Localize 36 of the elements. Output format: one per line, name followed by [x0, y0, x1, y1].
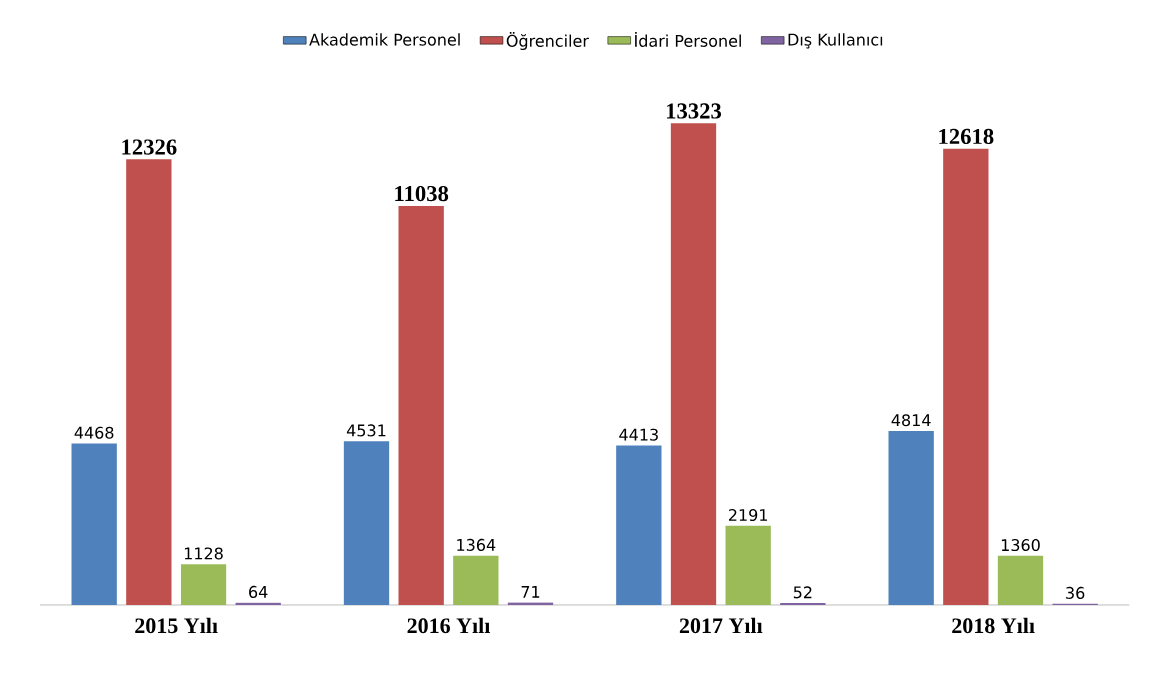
- data-label: 2191: [728, 508, 768, 522]
- legend-label: Öğrenciler: [506, 32, 589, 51]
- bar: [398, 205, 444, 605]
- bar: [343, 441, 390, 605]
- bar: [616, 445, 662, 605]
- bar: [670, 123, 717, 605]
- data-label: 4814: [891, 414, 931, 427]
- data-label: 64: [249, 585, 268, 598]
- legend-label: Akademik Personel: [309, 33, 460, 46]
- bar: [997, 555, 1044, 605]
- data-label: 13323: [666, 103, 722, 119]
- legend-label: İdari Personel: [635, 32, 741, 47]
- data-label: 12326: [122, 139, 177, 155]
- x-tick-label: 2015 Yılı: [135, 617, 218, 634]
- legend-label: Dış Kullanıcı: [788, 33, 883, 49]
- x-tick-label: 2018 Yılı: [952, 617, 1035, 634]
- data-label: 4468: [74, 426, 114, 439]
- bar: [453, 555, 499, 605]
- bar: [888, 430, 934, 605]
- data-label: 12618: [939, 128, 994, 145]
- bar: [71, 443, 117, 605]
- data-label: 71: [521, 586, 540, 598]
- data-label: 36: [1066, 586, 1085, 599]
- bar: [126, 159, 172, 605]
- bar: [180, 564, 227, 605]
- data-label: 1128: [184, 547, 223, 560]
- x-tick-label: 2016 Yılı: [407, 617, 491, 634]
- data-label: 4413: [619, 428, 658, 441]
- data-label: 52: [793, 586, 812, 599]
- data-label: 1364: [457, 538, 496, 551]
- data-label: 11038: [395, 185, 449, 202]
- bar: [725, 525, 771, 605]
- bar: [943, 148, 989, 605]
- data-label: 1360: [1001, 539, 1040, 552]
- data-label: 4531: [346, 424, 386, 437]
- x-tick-label: 2017 Yılı: [679, 617, 763, 634]
